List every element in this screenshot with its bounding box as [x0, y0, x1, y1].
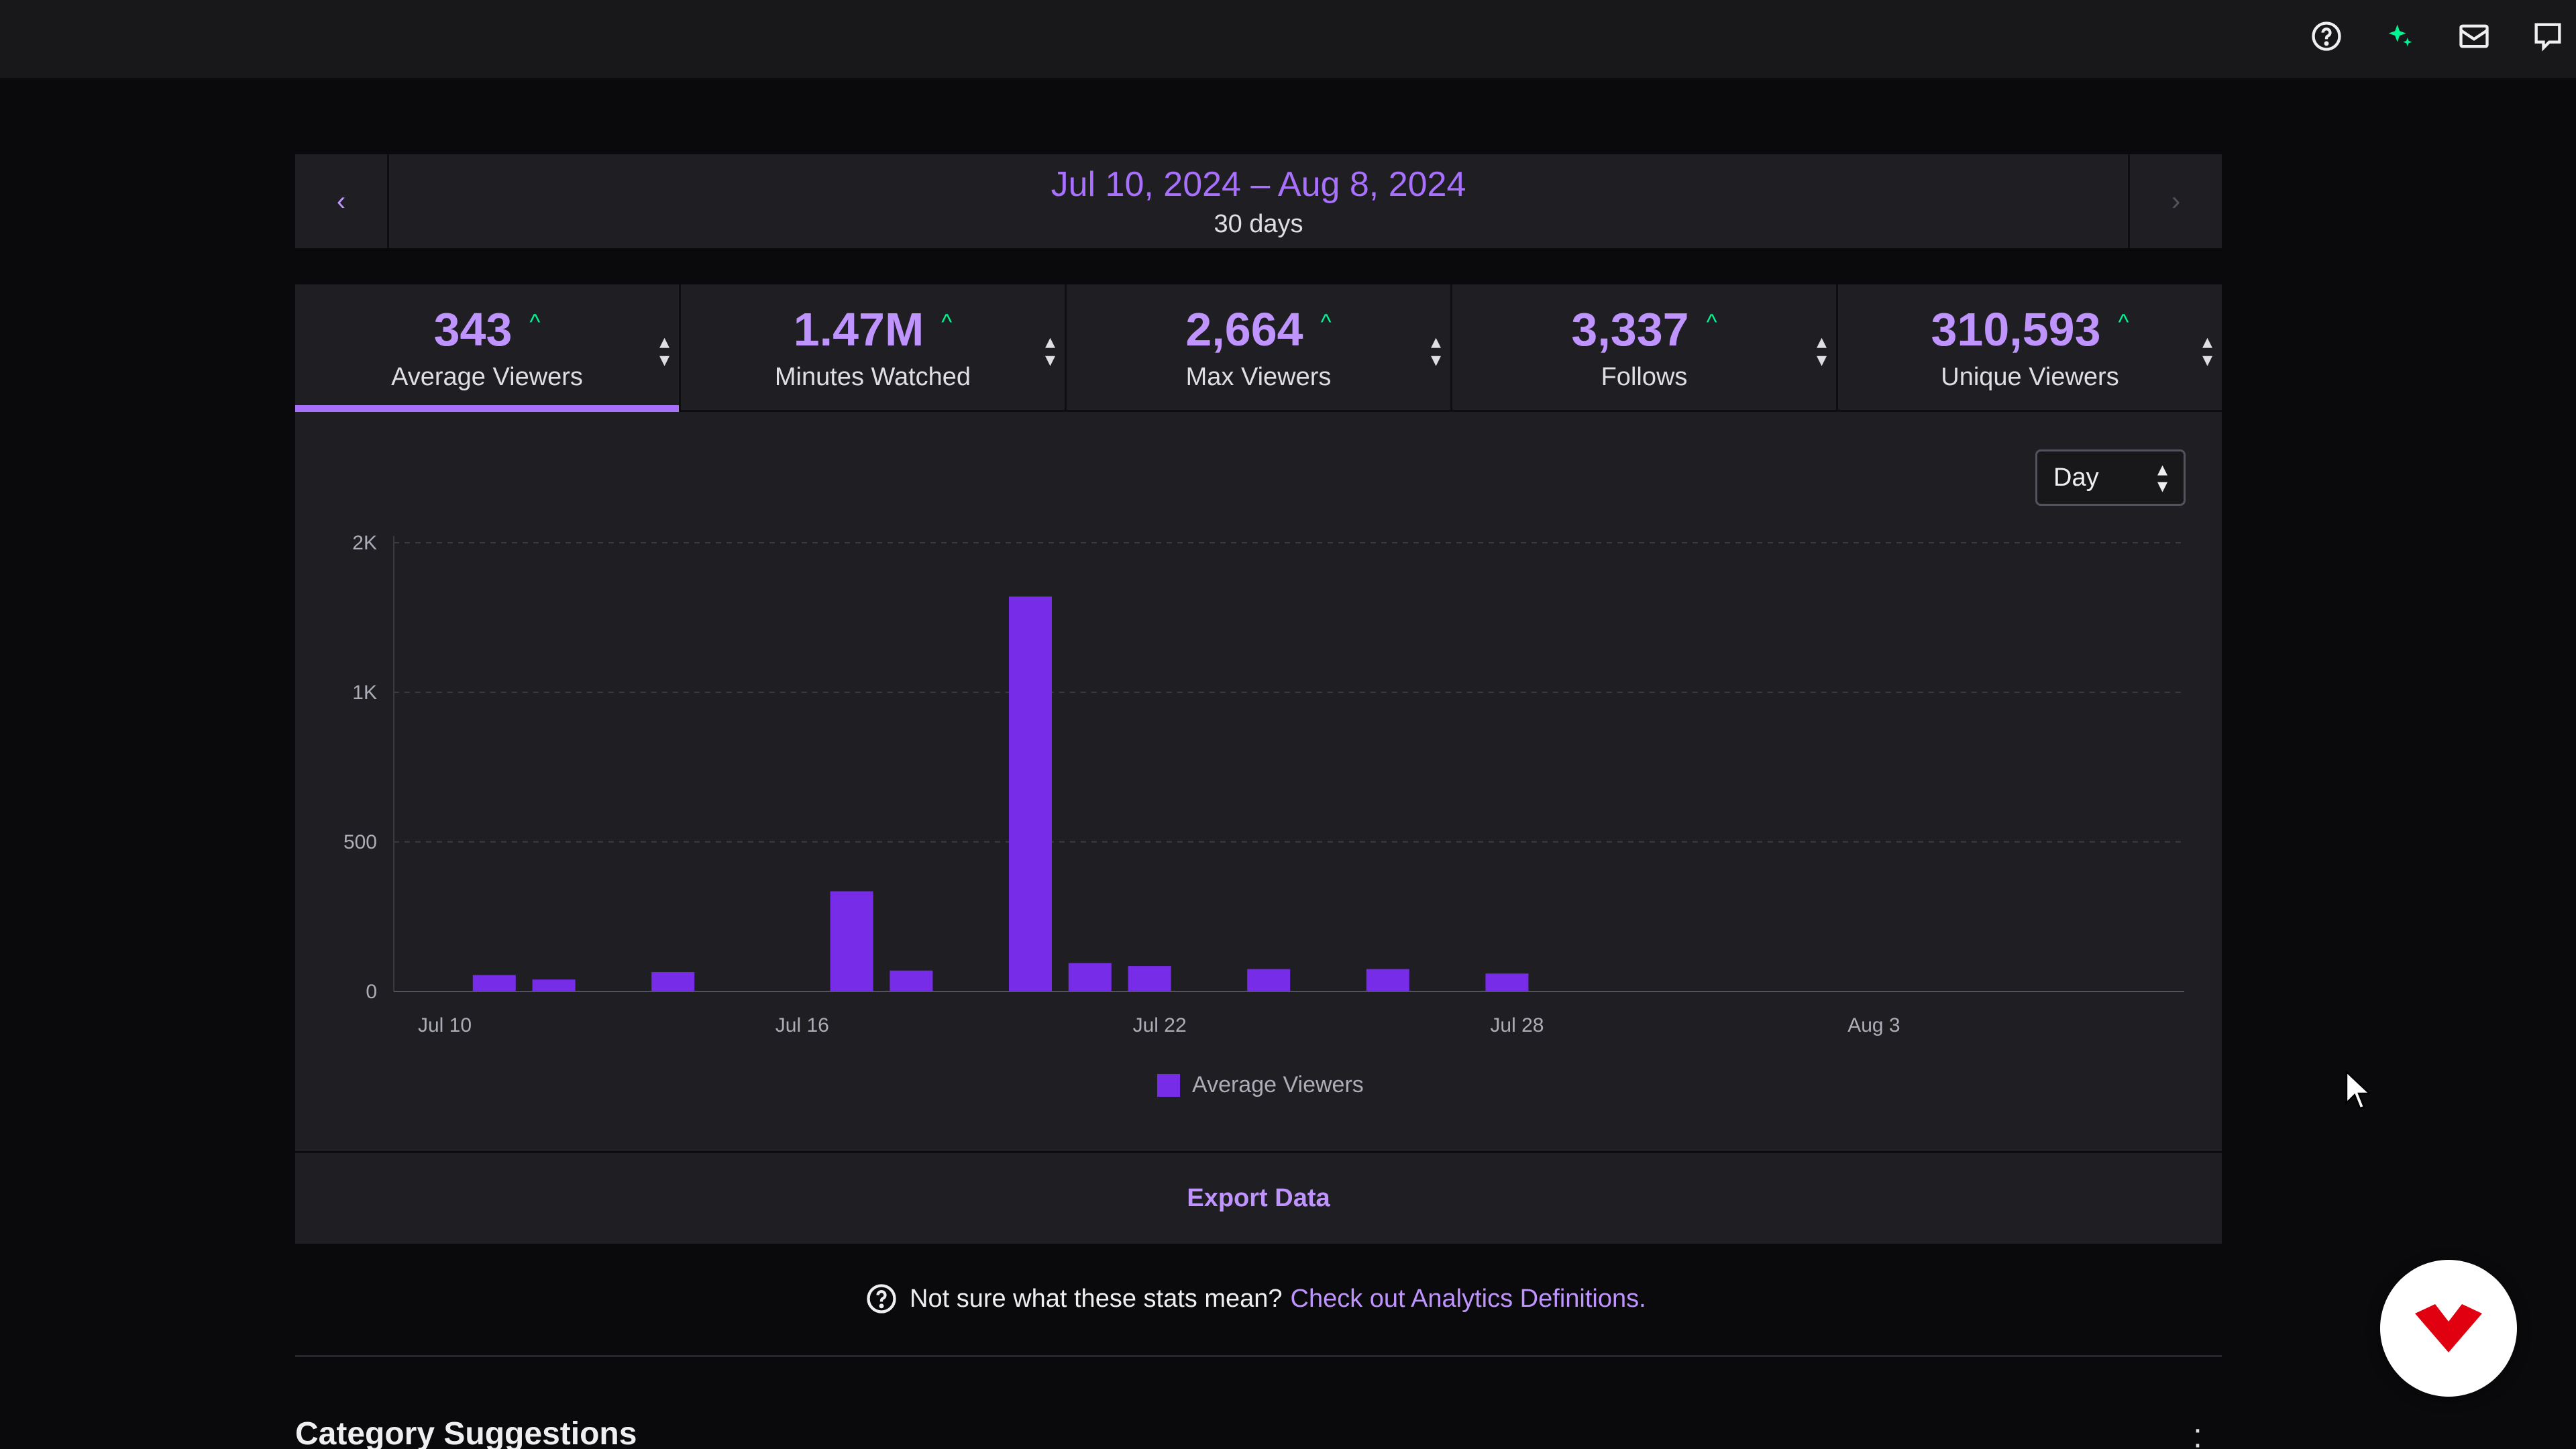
inbox-icon[interactable] [2455, 17, 2493, 55]
logo-icon [2415, 1304, 2482, 1352]
floating-logo-button[interactable] [2380, 1260, 2517, 1397]
bar [1366, 969, 1409, 991]
stat-value: 3,337 [1571, 303, 1689, 356]
stat-tab-unique-viewers[interactable]: 310,593 ^ Unique Viewers ▴ ▾ [1838, 284, 2222, 410]
trend-up-icon: ^ [529, 309, 541, 335]
bar [1009, 596, 1052, 991]
stat-label: Follows [1601, 363, 1688, 391]
x-tick-label: Jul 16 [775, 1014, 829, 1036]
stat-tab-minutes-watched[interactable]: 1.47M ^ Minutes Watched ▴ ▾ [681, 284, 1067, 410]
granularity-value: Day [2053, 463, 2099, 492]
next-period-button[interactable]: › [2128, 154, 2222, 248]
stat-tab-follows[interactable]: 3,337 ^ Follows ▴ ▾ [1452, 284, 1838, 410]
date-range-bar: ‹ Jul 10, 2024 – Aug 8, 2024 30 days › [295, 154, 2222, 248]
sort-icon[interactable]: ▴ ▾ [1816, 331, 1827, 371]
more-options-icon[interactable]: ··· [2192, 1411, 2203, 1449]
analytics-definitions-link[interactable]: Check out Analytics Definitions. [1290, 1284, 1646, 1313]
stat-value: 2,664 [1185, 303, 1303, 356]
bar [1068, 963, 1112, 991]
chart-area: 0 500 1K 2K Jul 10 Jul 16 Jul 22 Jul 28 Aug 3 Av… [295, 284, 2222, 1150]
stat-value: 310,593 [1931, 303, 2101, 356]
date-range-days: 30 days [1214, 209, 1303, 238]
sort-icon[interactable]: ▴ ▾ [659, 331, 669, 371]
granularity-select[interactable]: Day ▴ ▾ [2035, 449, 2186, 506]
legend-label: Average Viewers [1192, 1072, 1364, 1097]
bar [890, 970, 933, 991]
y-tick-label: 1K [352, 682, 377, 704]
x-tick-label: Jul 22 [1133, 1014, 1187, 1036]
y-tick-label: 2K [352, 532, 377, 554]
stat-value: 343 [433, 303, 513, 356]
stat-tab-max-viewers[interactable]: 2,664 ^ Max Viewers ▴ ▾ [1067, 284, 1452, 410]
mouse-cursor-icon [2345, 1071, 2372, 1110]
date-range-display[interactable]: Jul 10, 2024 – Aug 8, 2024 30 days [389, 154, 2128, 248]
help-circle-icon [867, 1284, 896, 1313]
x-tick-label: Aug 3 [1847, 1014, 1900, 1036]
trend-up-icon: ^ [1320, 309, 1332, 335]
stat-tab-average-viewers[interactable]: 343 ^ Average Viewers ▴ ▾ [295, 284, 681, 412]
chevron-right-icon: › [2171, 186, 2181, 216]
y-tick-label: 500 [343, 831, 377, 853]
chart-legend: Average Viewers [1157, 1072, 1364, 1098]
bar [1485, 973, 1529, 991]
category-suggestions-title: Category Suggestions [295, 1416, 637, 1449]
trend-up-icon: ^ [1706, 309, 1717, 335]
x-tick-label: Jul 10 [418, 1014, 472, 1036]
chevron-updown-icon: ▴ ▾ [2157, 458, 2167, 497]
analytics-help: Not sure what these stats mean? Check ou… [864, 1281, 1646, 1316]
legend-swatch [1157, 1073, 1180, 1097]
date-range-label: Jul 10, 2024 – Aug 8, 2024 [1051, 164, 1466, 204]
sparkle-icon[interactable] [2381, 17, 2419, 55]
stats-panel: 343 ^ Average Viewers ▴ ▾ 1.47M ^ Minutes… [295, 284, 2222, 1244]
x-tick-label: Jul 28 [1490, 1014, 1544, 1036]
stat-label: Average Viewers [391, 363, 583, 391]
bar [830, 891, 873, 991]
bar [532, 979, 576, 991]
trend-up-icon: ^ [2118, 309, 2129, 335]
section-divider [295, 1355, 2222, 1357]
stat-label: Minutes Watched [774, 363, 971, 391]
average-viewers-chart: 0 500 1K 2K Jul 10 Jul 16 Jul 22 Jul 28 Aug 3 [343, 532, 2184, 1036]
trend-up-icon: ^ [941, 309, 953, 335]
sort-icon[interactable]: ▴ ▾ [1430, 331, 1441, 371]
bar [1247, 969, 1291, 991]
stat-tabs: 343 ^ Average Viewers ▴ ▾ 1.47M ^ Minutes… [295, 284, 2222, 412]
sort-icon[interactable]: ▴ ▾ [2202, 331, 2212, 371]
bar [1128, 966, 1171, 991]
whispers-icon[interactable] [2529, 17, 2567, 55]
export-data-button[interactable]: Export Data [295, 1151, 2222, 1244]
chevron-left-icon: ‹ [336, 186, 346, 216]
top-nav-bar [0, 0, 2576, 79]
previous-period-button[interactable]: ‹ [295, 154, 389, 248]
stat-label: Unique Viewers [1941, 363, 2119, 391]
sort-icon[interactable]: ▴ ▾ [1044, 331, 1055, 371]
y-tick-label: 0 [366, 981, 377, 1003]
stat-value: 1.47M [793, 303, 924, 356]
help-text: Not sure what these stats mean? [910, 1284, 1283, 1313]
help-icon[interactable] [2308, 17, 2345, 55]
stat-label: Max Viewers [1185, 363, 1332, 391]
bar [651, 972, 695, 991]
bar [472, 975, 516, 991]
